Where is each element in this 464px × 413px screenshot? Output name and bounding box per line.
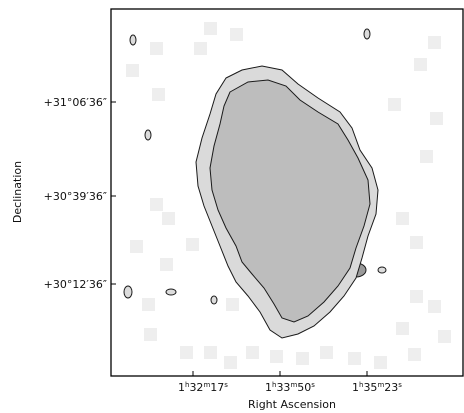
isolated-contour [123,285,133,299]
isolated-contours [123,28,387,305]
noise-pixel [150,198,163,211]
noise-pixel [186,238,199,251]
isolated-contour [129,34,137,46]
y-tick-label: +30°39′36″ [44,190,107,203]
noise-pixel [230,28,243,41]
x-axis-title: Right Ascension [248,398,336,411]
x-tick-label: 1h32m17s [178,381,228,394]
noise-pixel [142,298,155,311]
y-tick-label: +30°12′36″ [44,278,107,291]
noise-pixel [320,346,333,359]
noise-pixel [130,240,143,253]
noise-pixel [428,300,441,313]
x-tick-label: 1h33m50s [265,381,315,394]
noise-pixel [204,22,217,35]
y-axis-title: Declination [11,161,24,223]
background-noise-pixels [126,22,451,369]
isolated-contour [377,266,387,274]
noise-pixel [414,58,427,71]
noise-pixel [224,356,237,369]
noise-pixel [374,356,387,369]
noise-pixel [246,346,259,359]
x-tick-labels: 1h32m17s 1h33m50s 1h35m23s [178,381,402,394]
noise-pixel [160,258,173,271]
noise-pixel [144,328,157,341]
noise-pixel [420,150,433,163]
noise-pixel [162,212,175,225]
noise-pixel [150,42,163,55]
noise-pixel [270,350,283,363]
noise-pixel [428,36,441,49]
noise-pixel [204,346,217,359]
tick-marks [111,101,368,376]
isolated-contour [363,28,371,40]
noise-pixel [152,88,165,101]
x-tick-label: 1h35m23s [352,381,402,394]
noise-pixel [410,290,423,303]
noise-pixel [194,42,207,55]
plot-area [110,8,464,377]
isolated-contour [165,288,177,296]
noise-pixel [396,322,409,335]
y-tick-labels: +31°06′36″ +30°39′36″ +30°12′36″ [44,96,107,291]
noise-pixel [226,298,239,311]
noise-pixel [430,112,443,125]
noise-pixel [296,352,309,365]
isolated-contour [144,129,152,141]
y-tick-label: +31°06′36″ [44,96,107,109]
plot-frame [110,8,464,377]
noise-pixel [438,330,451,343]
noise-pixel [126,64,139,77]
noise-pixel [348,352,361,365]
noise-pixel [180,346,193,359]
isolated-contour [210,295,218,305]
noise-pixel [410,236,423,249]
noise-pixel [388,98,401,111]
noise-pixel [408,348,421,361]
noise-pixel [396,212,409,225]
